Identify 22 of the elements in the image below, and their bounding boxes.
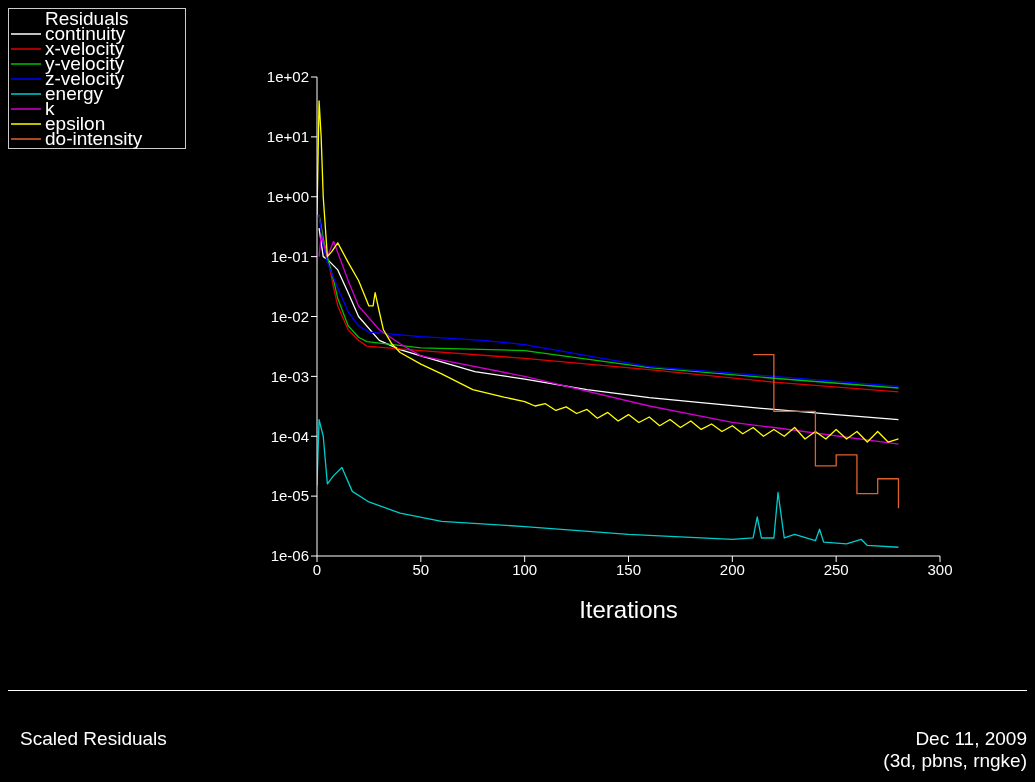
x-tick-label: 300 [927, 560, 953, 578]
x-tick-label: 150 [615, 560, 642, 578]
y-tick-label: 1e+00 [266, 188, 309, 206]
y-tick-label: 1e-03 [270, 367, 309, 385]
line-series [317, 418, 900, 548]
x-tick-label: 0 [312, 560, 322, 578]
x-tick-label: 100 [512, 560, 538, 578]
x-tick-label: 250 [823, 560, 849, 578]
y-tick-label: 1e-02 [270, 307, 309, 325]
y-tick-label: 1e+02 [266, 68, 309, 86]
y-tick-label: 1e-01 [270, 247, 309, 265]
text: (3d, pbns, rngke) [883, 750, 1027, 772]
x-axis-title: Iterations [579, 596, 678, 623]
y-tick-label: 1e-05 [270, 487, 309, 505]
x-tick-label: 50 [412, 560, 430, 578]
y-tick-label: 1e-04 [270, 427, 309, 445]
line-series [317, 100, 900, 443]
x-tick-label: 200 [719, 560, 745, 578]
y-tick-label: 1e+01 [266, 128, 309, 146]
y-tick-label: 1e-06 [270, 547, 309, 565]
text: Dec 11, 2009 [914, 728, 1027, 750]
text: Scaled Residuals [20, 728, 167, 750]
